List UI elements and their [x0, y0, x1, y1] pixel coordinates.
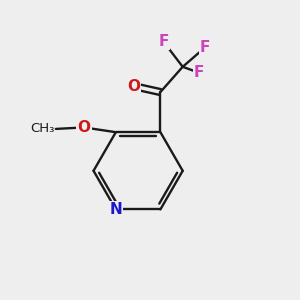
- Text: CH₃: CH₃: [30, 122, 54, 135]
- Text: F: F: [194, 65, 204, 80]
- Text: N: N: [110, 202, 122, 217]
- Text: F: F: [158, 34, 169, 49]
- Text: F: F: [200, 40, 210, 55]
- Text: O: O: [127, 79, 140, 94]
- Text: O: O: [78, 120, 91, 135]
